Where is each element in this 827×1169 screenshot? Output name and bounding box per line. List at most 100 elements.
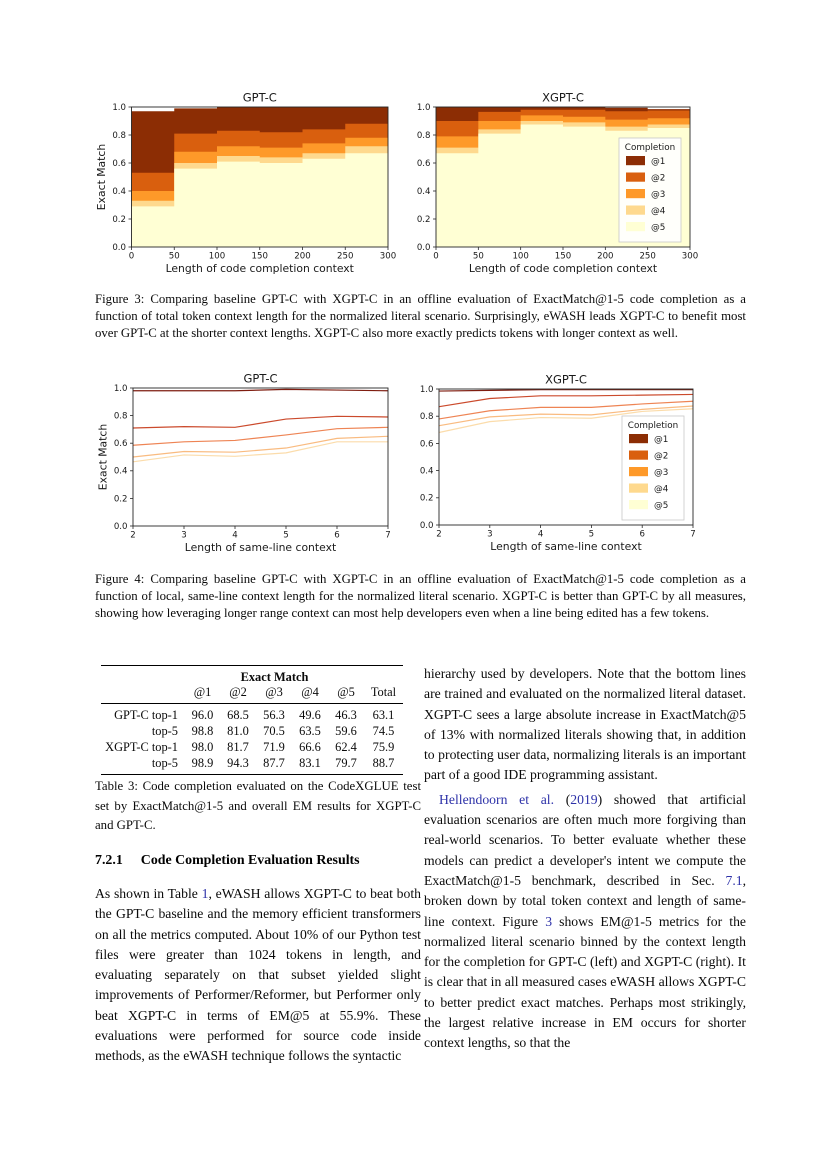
text-segment: shows EM@1-5 metrics for the normalized …	[424, 913, 746, 1051]
text-segment: , eWASH allows XGPT-C to beat both the G…	[95, 886, 421, 1064]
y-tick-label: 1.0	[112, 103, 126, 113]
legend-label: @3	[651, 190, 665, 200]
x-tick-label: 2	[130, 531, 135, 541]
section-title: Code Completion Evaluation Results	[140, 853, 360, 868]
legend-label: @1	[654, 435, 668, 445]
chart-title: XGPT-C	[542, 93, 584, 105]
citation-link[interactable]: 7.1	[725, 872, 743, 888]
table-cell: 98.0	[191, 740, 214, 754]
table-cell: 59.6	[335, 724, 357, 738]
x-tick-label: 4	[538, 530, 543, 540]
figure3-caption: Figure 3: Comparing baseline GPT-C with …	[95, 292, 746, 341]
y-tick-label: 0.4	[417, 187, 431, 197]
x-tick-label: 5	[283, 531, 288, 541]
text-segment: , broken down by total token context and…	[424, 872, 746, 929]
figure3-chart-xgptc: 0 50 100 150 200 250 300 0.0 0.2 0.4 0.6 0.8 1.0 XGPT…	[400, 91, 705, 293]
citation-link[interactable]: 1	[201, 886, 209, 901]
legend-swatch-@4	[629, 483, 648, 493]
y-tick-label: 0.8	[417, 131, 431, 141]
y-tick-label: 0.8	[420, 412, 434, 422]
line-series-@5	[438, 408, 694, 434]
legend-label: @2	[654, 452, 668, 462]
legend-label: @2	[651, 174, 665, 184]
table-cell: 70.5	[263, 724, 285, 738]
x-axis-label: Length of same-line context	[490, 540, 641, 553]
y-tick-label: 1.0	[420, 385, 434, 395]
y-tick-label: 0.0	[417, 243, 431, 253]
table-mid-rule	[101, 703, 403, 704]
table-cell: 63.5	[299, 724, 321, 738]
line-series-@3	[132, 426, 389, 446]
table-cell: 81.0	[227, 724, 249, 738]
x-tick-label: 0	[433, 252, 438, 262]
y-tick-label: 0.0	[420, 521, 434, 531]
y-tick-label: 0.8	[114, 412, 128, 422]
x-tick-label: 100	[209, 252, 225, 262]
line-series-@3	[438, 400, 694, 420]
x-tick-label: 3	[487, 530, 492, 540]
col-header: Total	[370, 685, 397, 699]
table-cell: 56.3	[263, 708, 285, 722]
y-tick-label: 0.2	[114, 494, 128, 504]
table-cell: 87.7	[263, 756, 285, 770]
table-cell: 66.6	[299, 740, 321, 754]
chart-canvas: 0 50 100 150 200 250 300 0.0 0.2 0.4 0.6 0.8 1.0 XGPT…	[417, 91, 698, 276]
table-row-label: top-5	[151, 724, 178, 738]
y-tick-label: 0.2	[112, 215, 126, 225]
citation-link[interactable]: Hellendoorn et al.	[439, 791, 554, 807]
x-tick-label: 6	[334, 531, 339, 541]
table-cell: 68.5	[227, 708, 249, 722]
x-tick-label: 50	[473, 252, 484, 262]
x-tick-label: 3	[181, 531, 186, 541]
y-axis-label: Exact Match	[95, 144, 108, 210]
y-tick-label: 0.2	[420, 494, 434, 504]
table-bottom-rule	[101, 774, 403, 775]
y-tick-label: 0.4	[112, 187, 126, 197]
chart-title: GPT-C	[244, 372, 278, 386]
y-tick-label: 0.0	[114, 522, 128, 532]
y-tick-label: 0.4	[420, 467, 434, 477]
y-axis-label: Exact Match	[97, 424, 110, 490]
col-header: @3	[265, 685, 283, 699]
table-header-group-row: Exact Match	[101, 669, 403, 685]
legend-label: @1	[651, 157, 665, 167]
table-cell: 98.8	[191, 724, 214, 738]
chart-title: GPT-C	[243, 93, 277, 105]
chart-canvas: 2 3 4 5 6 7 0.0 0.2 0.4 0.6 0.8 1.0 XGPT-C Length of …	[420, 373, 696, 554]
chart-canvas: 0 50 100 150 200 250 300 0.0 0.2 0.4 0.6 0.8 1.0 GPT-…	[95, 91, 396, 276]
y-tick-label: 0.6	[417, 159, 431, 169]
x-tick-label: 6	[639, 530, 644, 540]
table-cell: 96.0	[191, 708, 214, 722]
citation-link[interactable]: 3	[545, 913, 553, 929]
table-cell: 88.7	[372, 756, 395, 770]
table3-caption: Table 3: Code completion evaluated on th…	[95, 779, 421, 832]
table-cell: 94.3	[227, 756, 249, 770]
x-tick-label: 0	[129, 252, 134, 262]
x-tick-label: 150	[555, 252, 571, 262]
legend-swatch-@2	[629, 450, 648, 460]
table-cell: 63.1	[372, 708, 395, 722]
section-heading: 7.2.1 Code Completion Evaluation Results	[95, 853, 360, 869]
line-series-@5	[132, 441, 388, 463]
figure4-chart-xgptc: 2 3 4 5 6 7 0.0 0.2 0.4 0.6 0.8 1.0 XGPT-C Length of …	[400, 372, 705, 572]
legend-label: @4	[654, 485, 669, 495]
paragraph: hierarchy used by developers. Note that …	[424, 664, 746, 786]
table-cell: 74.5	[372, 724, 395, 738]
paragraph: As shown in Table 1, eWASH allows XGPT-C…	[95, 884, 421, 1067]
x-tick-label: 300	[380, 252, 396, 262]
x-tick-label: 150	[252, 252, 268, 262]
chart-canvas: 2 3 4 5 6 7 0.0 0.2 0.4 0.6 0.8 1.0 GPT-C Length of s…	[97, 372, 391, 555]
table-cell: 62.4	[335, 740, 357, 754]
citation-link[interactable]: 2019	[570, 791, 598, 807]
col-header: @1	[193, 685, 212, 699]
text-segment: hierarchy used by developers. Note that …	[424, 666, 746, 783]
x-tick-label: 2	[436, 530, 441, 540]
legend-title: Completion	[625, 143, 675, 153]
col-header: @2	[229, 685, 247, 699]
x-axis-label: Length of code completion context	[166, 262, 354, 275]
legend-swatch-@5	[626, 222, 645, 232]
table-cell: 71.9	[263, 740, 285, 754]
legend-swatch-@4	[626, 205, 645, 215]
line-series-@4	[132, 435, 389, 458]
legend-label: @5	[651, 223, 665, 233]
